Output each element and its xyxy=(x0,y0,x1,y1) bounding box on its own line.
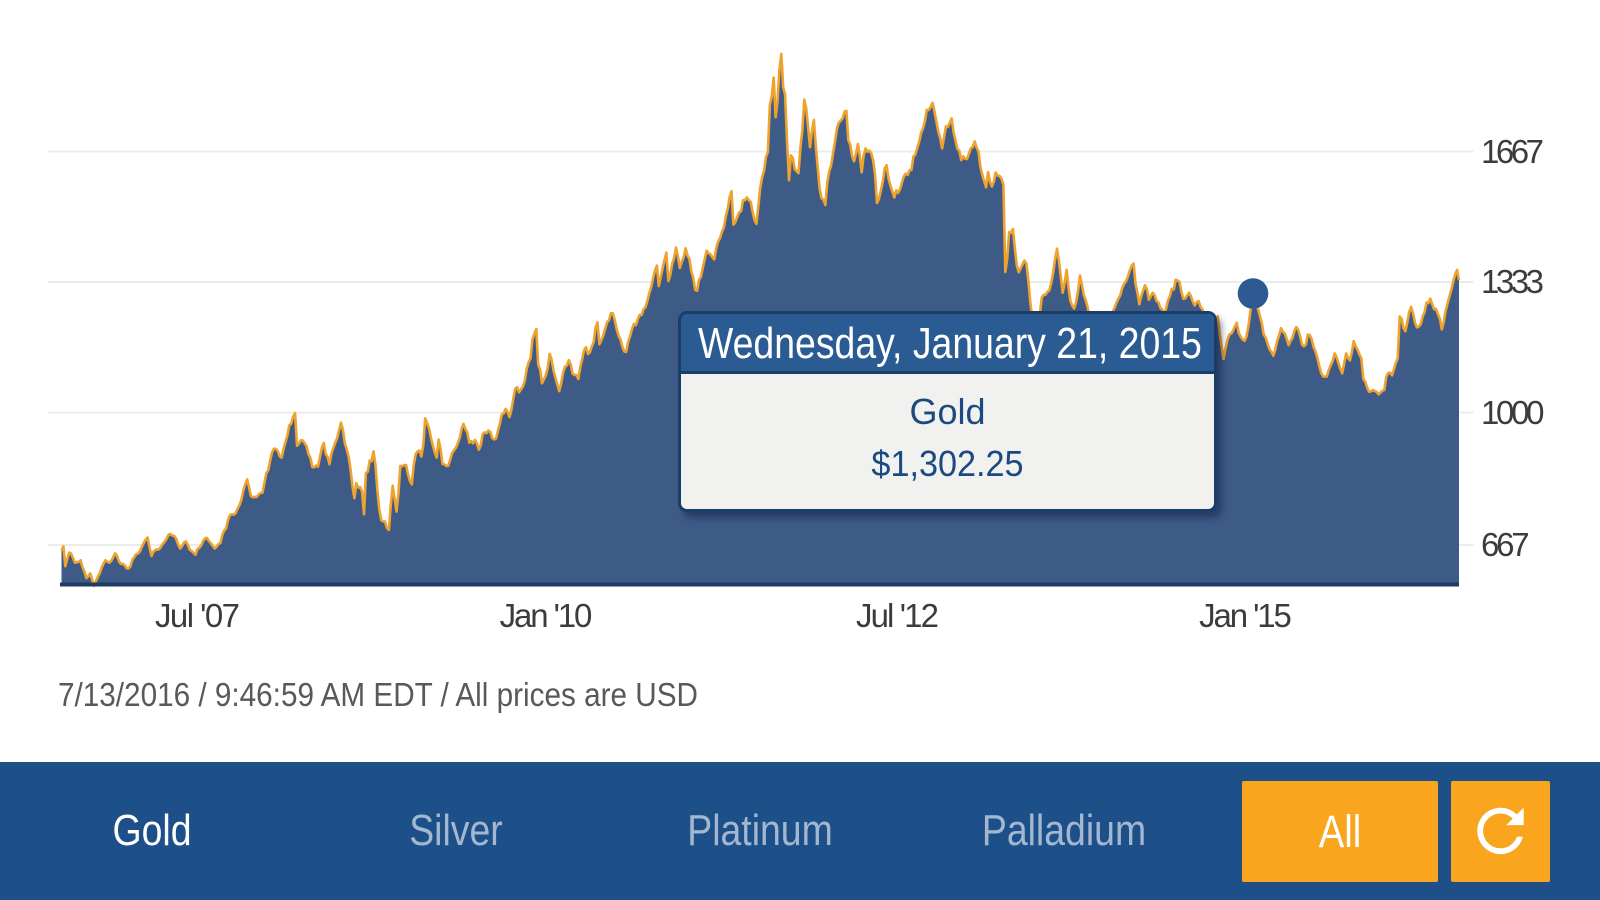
svg-text:1000: 1000 xyxy=(1481,394,1545,431)
svg-text:Jan '10: Jan '10 xyxy=(500,597,593,634)
svg-text:Jul '12: Jul '12 xyxy=(856,597,939,634)
svg-text:1333: 1333 xyxy=(1481,263,1544,300)
svg-text:667: 667 xyxy=(1481,526,1530,563)
svg-text:1667: 1667 xyxy=(1481,133,1544,170)
svg-text:Jan '15: Jan '15 xyxy=(1199,597,1292,634)
svg-text:Jul '07: Jul '07 xyxy=(155,597,240,634)
